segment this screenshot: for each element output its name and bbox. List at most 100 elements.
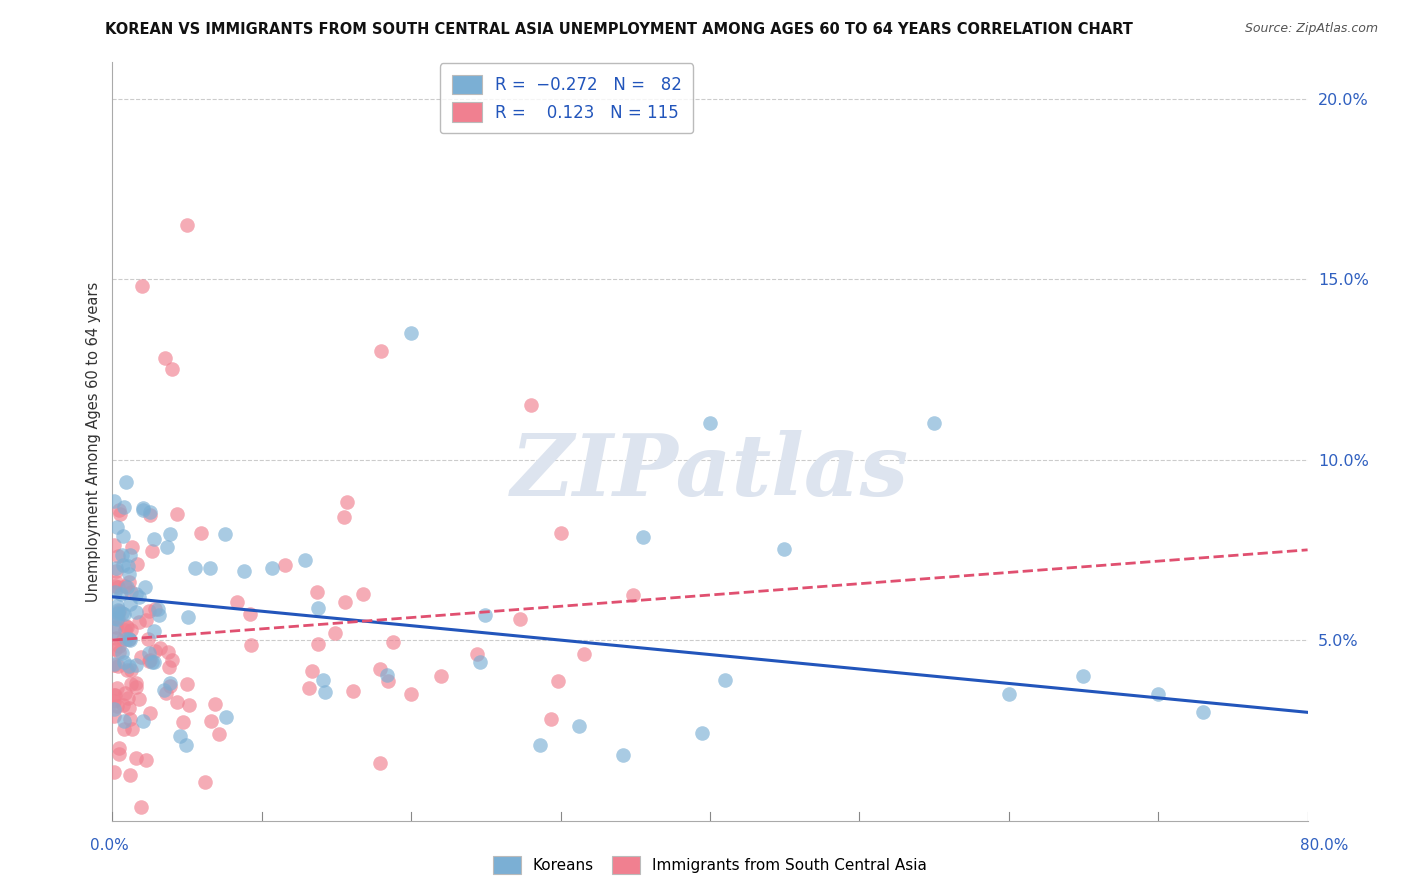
Point — [631, 530, 654, 544]
Point — [125, 657, 148, 672]
Point — [111, 646, 134, 660]
Point — [110, 549, 132, 563]
Point — [141, 655, 163, 669]
Y-axis label: Unemployment Among Ages 60 to 64 years: Unemployment Among Ages 60 to 64 years — [86, 281, 101, 602]
Point — [401, 326, 423, 341]
Point — [117, 559, 139, 574]
Point — [179, 698, 201, 713]
Point — [149, 641, 172, 656]
Point — [104, 688, 127, 702]
Point — [107, 740, 129, 755]
Point — [107, 645, 129, 659]
Point — [118, 548, 141, 562]
Point — [922, 417, 945, 431]
Point — [115, 580, 138, 594]
Point — [117, 620, 139, 634]
Point — [107, 659, 129, 673]
Point — [129, 800, 152, 814]
Point — [120, 664, 142, 678]
Point — [103, 688, 125, 702]
Point — [298, 681, 321, 695]
Point — [529, 738, 551, 752]
Point — [305, 584, 328, 599]
Point — [112, 656, 135, 670]
Point — [141, 544, 163, 558]
Point — [138, 654, 160, 668]
Point — [274, 558, 297, 573]
Point — [174, 738, 197, 752]
Point — [108, 639, 131, 653]
Point — [112, 607, 135, 621]
Point — [111, 529, 134, 543]
Point — [114, 632, 136, 647]
Point — [118, 659, 141, 673]
Point — [568, 719, 591, 733]
Point — [120, 677, 142, 691]
Point — [131, 279, 153, 293]
Point — [1192, 706, 1215, 720]
Point — [183, 560, 205, 574]
Point — [115, 475, 138, 490]
Point — [204, 698, 226, 712]
Point — [370, 344, 392, 359]
Point — [105, 565, 128, 579]
Point — [107, 607, 129, 621]
Point — [120, 624, 142, 638]
Point — [104, 585, 127, 599]
Point — [118, 632, 141, 646]
Point — [368, 756, 391, 770]
Legend: Koreans, Immigrants from South Central Asia: Koreans, Immigrants from South Central A… — [485, 848, 935, 881]
Point — [128, 590, 150, 604]
Point — [107, 604, 129, 618]
Point — [105, 681, 128, 695]
Point — [381, 635, 404, 649]
Point — [574, 647, 596, 661]
Point — [138, 604, 160, 618]
Point — [103, 657, 125, 672]
Point — [1147, 687, 1170, 701]
Point — [314, 685, 336, 699]
Point — [157, 645, 180, 659]
Point — [773, 541, 796, 556]
Point — [176, 218, 198, 232]
Point — [169, 730, 191, 744]
Point — [114, 686, 136, 700]
Point — [125, 605, 148, 619]
Point — [103, 764, 125, 779]
Point — [104, 642, 127, 657]
Point — [107, 581, 129, 595]
Point — [131, 501, 153, 516]
Point — [108, 507, 131, 521]
Point — [143, 644, 166, 658]
Point — [114, 579, 136, 593]
Point — [509, 612, 531, 626]
Point — [128, 692, 150, 706]
Point — [239, 638, 262, 652]
Point — [103, 658, 125, 673]
Point — [103, 694, 125, 708]
Point — [111, 607, 134, 621]
Point — [146, 602, 169, 616]
Point — [160, 653, 183, 667]
Point — [135, 614, 157, 628]
Point — [138, 646, 160, 660]
Point — [153, 351, 176, 366]
Point — [375, 668, 398, 682]
Point — [143, 533, 166, 547]
Point — [105, 520, 128, 534]
Text: Source: ZipAtlas.com: Source: ZipAtlas.com — [1244, 22, 1378, 36]
Point — [352, 587, 374, 601]
Text: ZIPatlas: ZIPatlas — [510, 430, 910, 514]
Point — [377, 673, 399, 688]
Point — [118, 712, 141, 726]
Point — [125, 751, 148, 765]
Point — [110, 587, 132, 601]
Point — [176, 610, 198, 624]
Point — [125, 675, 148, 690]
Point — [166, 507, 188, 521]
Point — [474, 608, 496, 623]
Text: 0.0%: 0.0% — [90, 838, 129, 853]
Point — [103, 493, 125, 508]
Point — [139, 653, 162, 667]
Point — [714, 673, 737, 688]
